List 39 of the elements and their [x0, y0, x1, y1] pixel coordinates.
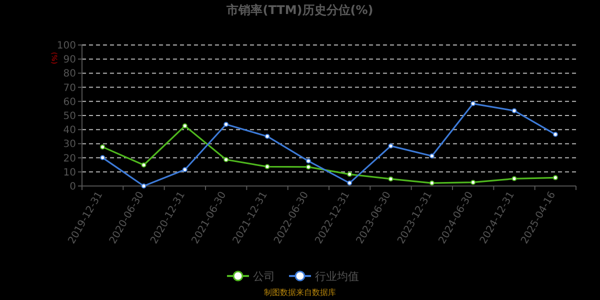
point: [429, 180, 434, 186]
point: [100, 155, 106, 160]
point: [552, 132, 558, 137]
point: [141, 162, 146, 168]
y-tick-label: 10: [63, 167, 76, 178]
y-tick-label: 40: [63, 125, 76, 136]
point: [224, 122, 229, 127]
text: 制图数据来自数据库: [264, 288, 336, 297]
y-tick-label: 100: [56, 40, 76, 52]
point: [264, 134, 270, 139]
point: [141, 184, 146, 188]
point: [512, 176, 517, 182]
point: [224, 157, 229, 162]
legend-label: 公司: [253, 270, 275, 283]
point: [306, 158, 311, 164]
y-tick-label: 50: [63, 111, 76, 122]
y-tick-label: 30: [63, 139, 76, 150]
point: [512, 108, 517, 114]
point: [182, 123, 188, 128]
point: [552, 175, 558, 180]
point: [388, 176, 394, 182]
chart-title: 市销率(TTM)历史分位(%): [226, 3, 374, 17]
point: [264, 164, 270, 170]
point: [306, 164, 311, 170]
legend-label: 行业均值: [315, 270, 359, 283]
y-tick-label: 90: [63, 54, 76, 66]
point: [470, 180, 476, 185]
y-tick-label: 20: [63, 153, 76, 164]
y-tick-label: 70: [63, 82, 76, 94]
point: [470, 101, 476, 106]
point: [100, 144, 106, 150]
y-tick-label: 0: [70, 182, 76, 192]
point: [347, 172, 352, 177]
y-tick-label: 80: [63, 68, 76, 80]
point: [182, 167, 188, 172]
point: [347, 180, 352, 186]
point: [429, 153, 434, 158]
y-tick-label: 60: [63, 96, 76, 108]
point: [388, 143, 394, 148]
